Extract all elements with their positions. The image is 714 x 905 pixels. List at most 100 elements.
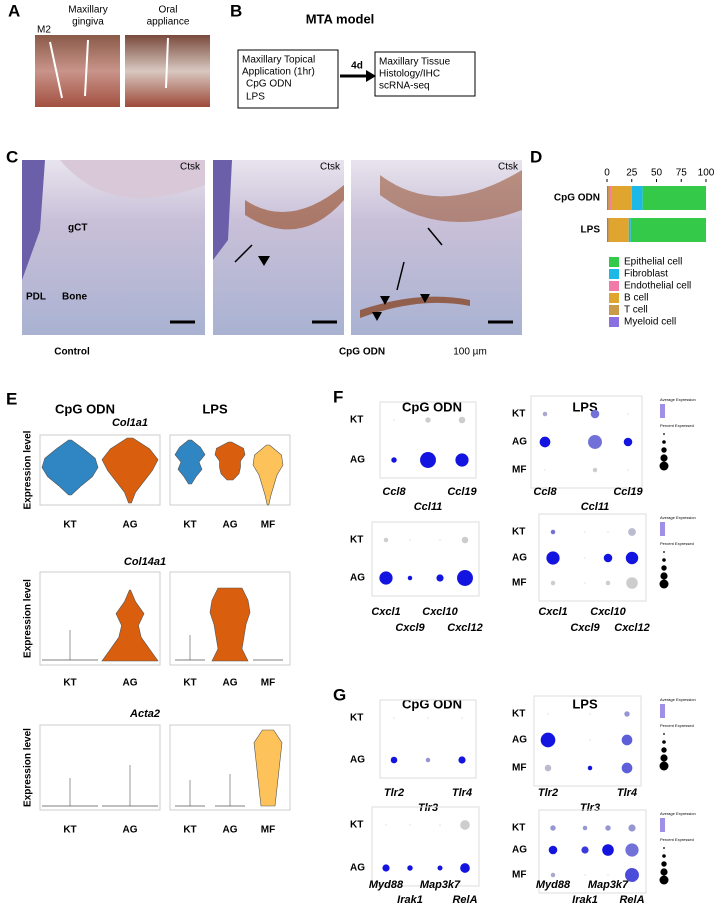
dot bbox=[390, 756, 398, 764]
gene-label: Map3k7 bbox=[588, 879, 629, 891]
plot-frame bbox=[169, 434, 291, 506]
box bbox=[374, 51, 476, 97]
dot bbox=[439, 539, 441, 541]
gene-label: Tlr3 bbox=[418, 802, 438, 814]
legend-dot bbox=[659, 579, 669, 589]
dot bbox=[409, 539, 411, 541]
dot bbox=[425, 417, 431, 423]
legend-dot bbox=[662, 440, 666, 444]
dot bbox=[603, 553, 613, 563]
legend-title: Average Expression bbox=[660, 397, 696, 402]
legend-gradient bbox=[660, 522, 665, 536]
dot bbox=[582, 825, 588, 831]
dot bbox=[407, 865, 413, 871]
x-label: KT bbox=[63, 825, 76, 836]
row-label: KT bbox=[350, 713, 363, 724]
gene-label: Cxcl10 bbox=[422, 606, 458, 618]
bar-segment bbox=[608, 218, 610, 242]
plot-frame bbox=[39, 571, 161, 666]
x-tick-label: 100 bbox=[698, 168, 714, 179]
dot bbox=[391, 457, 397, 463]
legend-dot bbox=[662, 740, 666, 744]
dot bbox=[624, 711, 630, 717]
legend-dot bbox=[663, 733, 665, 735]
plot-frame bbox=[169, 571, 291, 666]
violin bbox=[41, 439, 99, 496]
dot bbox=[439, 824, 441, 826]
legend-dot bbox=[661, 861, 667, 867]
dot bbox=[589, 713, 591, 715]
row-label: AG bbox=[512, 553, 527, 564]
plot-frame bbox=[169, 724, 291, 811]
y-axis-label: Expression level bbox=[23, 430, 34, 509]
tissue bbox=[60, 160, 205, 198]
dot bbox=[621, 762, 633, 774]
legend-dot bbox=[663, 433, 665, 435]
x-label: MF bbox=[261, 825, 275, 836]
label: gingiva bbox=[72, 17, 104, 28]
dot bbox=[542, 411, 548, 417]
tissue bbox=[213, 160, 232, 260]
arrow bbox=[49, 41, 63, 99]
violin bbox=[252, 444, 284, 506]
caption: 100 µm bbox=[453, 347, 487, 358]
legend-title: Average Expression bbox=[660, 515, 696, 520]
row-label: KT bbox=[350, 820, 363, 831]
row-label: KT bbox=[350, 535, 363, 546]
dot bbox=[602, 844, 614, 856]
group-title: LPS bbox=[202, 401, 228, 416]
row-label: KT bbox=[512, 409, 525, 420]
gene-label: Tlr3 bbox=[580, 802, 600, 814]
text: Maxillary Topical bbox=[242, 55, 315, 66]
dot bbox=[607, 874, 609, 876]
micrograph bbox=[213, 160, 344, 335]
plot-frame bbox=[538, 513, 647, 602]
label: Oral bbox=[159, 5, 178, 16]
tissue bbox=[22, 160, 45, 280]
gene-label: Cxcl12 bbox=[614, 622, 649, 634]
dot bbox=[458, 416, 466, 424]
dot bbox=[626, 577, 638, 589]
bar-segment bbox=[607, 218, 609, 242]
dot bbox=[625, 551, 639, 565]
gene-label: Tlr2 bbox=[384, 787, 404, 799]
legend-title: Average Expression bbox=[660, 811, 696, 816]
dot bbox=[621, 734, 633, 746]
panel-label: D bbox=[530, 147, 542, 166]
x-tick-label: 0 bbox=[604, 168, 610, 179]
violin bbox=[253, 729, 283, 807]
bar-segment bbox=[609, 218, 629, 242]
gene-label: Cxcl1 bbox=[538, 606, 567, 618]
legend-label: Endothelial cell bbox=[624, 281, 691, 292]
legend-dot bbox=[663, 551, 665, 553]
dot bbox=[605, 825, 611, 831]
dot bbox=[407, 575, 413, 581]
legend-swatch bbox=[609, 269, 619, 279]
dot bbox=[461, 717, 463, 719]
violin bbox=[214, 441, 246, 481]
arrow bbox=[396, 261, 405, 291]
legend-gradient bbox=[660, 404, 665, 418]
tissue bbox=[245, 185, 344, 230]
dot bbox=[605, 580, 611, 586]
dot bbox=[628, 528, 636, 536]
x-tick-label: 50 bbox=[651, 168, 663, 179]
row-label: MF bbox=[512, 870, 526, 881]
legend-swatch bbox=[609, 281, 619, 291]
gene-label: Ccl11 bbox=[581, 501, 610, 513]
text: CpG ODN bbox=[246, 79, 292, 90]
dot bbox=[589, 739, 591, 741]
dot bbox=[382, 864, 390, 872]
dot bbox=[393, 419, 395, 421]
dot bbox=[547, 713, 549, 715]
plot-frame bbox=[379, 699, 477, 779]
x-tick-label: 25 bbox=[626, 168, 638, 179]
tissue bbox=[380, 170, 522, 222]
stain: Ctsk bbox=[320, 162, 341, 173]
x-label: AG bbox=[223, 678, 238, 689]
gene-label: Ccl19 bbox=[447, 486, 477, 498]
dot bbox=[625, 868, 639, 882]
group-title: CpG ODN bbox=[55, 401, 115, 416]
row-label: AG bbox=[512, 845, 527, 856]
y-axis-label: Expression level bbox=[23, 728, 34, 807]
